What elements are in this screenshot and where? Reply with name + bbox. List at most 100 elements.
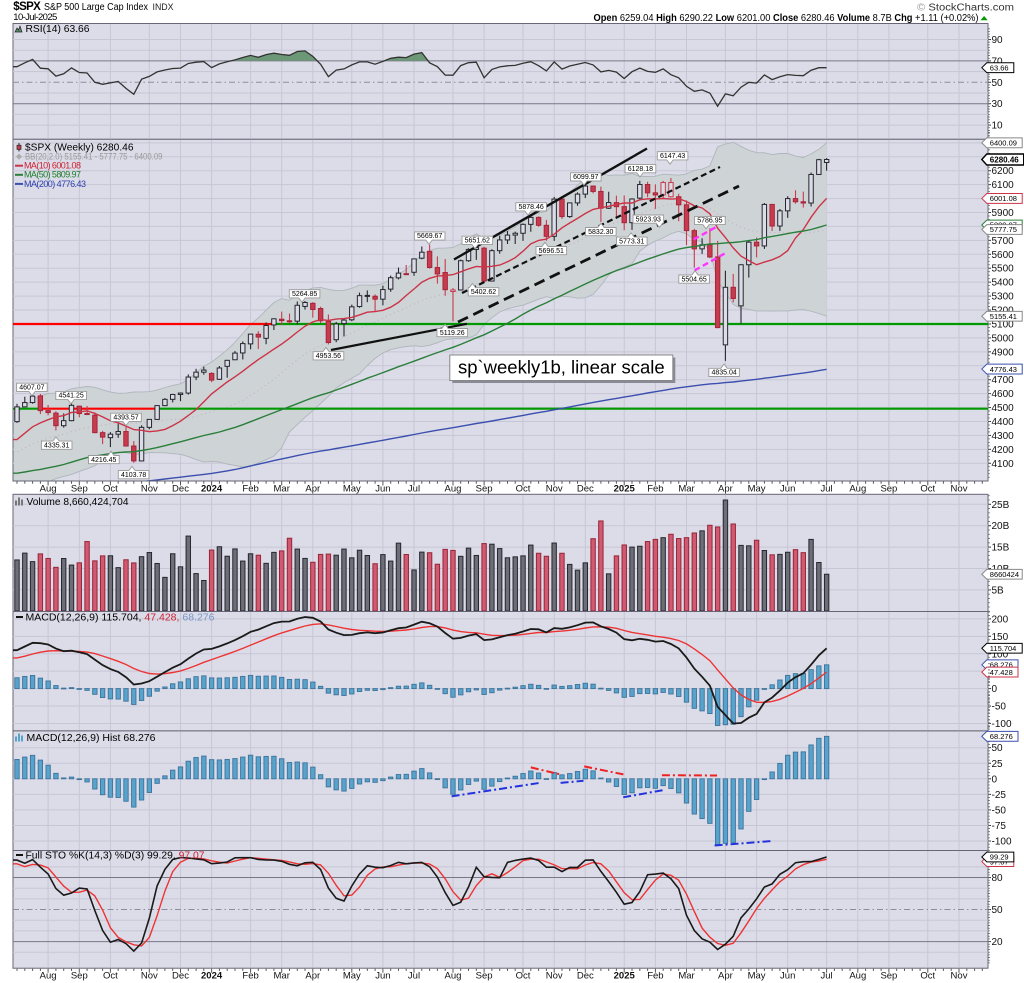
svg-text:Oct: Oct	[103, 971, 118, 982]
svg-text:Oct: Oct	[920, 971, 935, 982]
svg-text:Aug: Aug	[849, 971, 866, 982]
svg-text:Jul: Jul	[408, 971, 420, 982]
svg-text:-100: -100	[992, 837, 1012, 848]
svg-text:6099.97: 6099.97	[573, 174, 598, 181]
svg-text:Open 6259.04 High 6290.22 Low: Open 6259.04 High 6290.22 Low 6201.00 Cl…	[594, 13, 979, 24]
svg-text:5700: 5700	[992, 236, 1015, 247]
svg-text:115.704: 115.704	[990, 644, 1017, 653]
svg-text:5500: 5500	[992, 264, 1015, 275]
svg-text:Mar: Mar	[274, 484, 290, 495]
svg-text:20: 20	[992, 937, 1004, 948]
svg-text:Sep: Sep	[880, 971, 897, 982]
svg-text:6128.18: 6128.18	[628, 166, 653, 173]
svg-text:MACD(12,26,9) 115.704, 47.428,: MACD(12,26,9) 115.704, 47.428, 68.276	[26, 613, 215, 624]
svg-text:25: 25	[992, 759, 1004, 770]
svg-text:5155.41: 5155.41	[990, 312, 1017, 321]
svg-text:Jul: Jul	[821, 971, 833, 982]
svg-text:4103.78: 4103.78	[121, 472, 146, 479]
svg-text:5832.30: 5832.30	[588, 229, 613, 236]
svg-text:5402.62: 5402.62	[471, 289, 496, 296]
svg-text:Oct: Oct	[920, 484, 935, 495]
svg-text:10: 10	[992, 121, 1004, 132]
svg-text:5878.46: 5878.46	[518, 204, 543, 211]
svg-text:5100: 5100	[992, 319, 1015, 330]
svg-text:MA(200) 4776.43: MA(200) 4776.43	[24, 179, 86, 189]
svg-text:4700: 4700	[992, 375, 1015, 386]
svg-text:50: 50	[992, 905, 1004, 916]
svg-text:4953.56: 4953.56	[316, 353, 341, 360]
svg-text:5504.65: 5504.65	[681, 276, 706, 283]
svg-text:4400: 4400	[992, 417, 1015, 428]
svg-text:4835.04: 4835.04	[711, 370, 736, 377]
svg-text:4607.07: 4607.07	[19, 385, 44, 392]
svg-text:10-Jul-2025: 10-Jul-2025	[13, 12, 57, 23]
svg-text:MACD(12,26,9) Hist 68.276: MACD(12,26,9) Hist 68.276	[27, 733, 156, 744]
svg-text:50: 50	[992, 78, 1004, 89]
svg-text:Sep: Sep	[476, 971, 493, 982]
svg-text:4500: 4500	[992, 403, 1015, 414]
svg-text:-25: -25	[992, 790, 1007, 801]
svg-text:4393.57: 4393.57	[113, 415, 138, 422]
svg-text:63.66: 63.66	[990, 63, 1009, 72]
svg-text:70: 70	[992, 56, 1004, 67]
svg-text:6100: 6100	[992, 180, 1015, 191]
svg-text:Aug: Aug	[849, 484, 866, 495]
svg-text:S&P 500 Large Cap Index: S&P 500 Large Cap Index	[44, 2, 148, 13]
svg-text:5651.62: 5651.62	[465, 238, 490, 245]
svg-text:-50: -50	[992, 805, 1007, 816]
svg-text:May: May	[343, 484, 361, 495]
svg-text:Nov: Nov	[141, 971, 158, 982]
svg-text:6400.09: 6400.09	[990, 139, 1017, 148]
svg-text:5300: 5300	[992, 292, 1015, 303]
svg-text:Mar: Mar	[274, 971, 290, 982]
svg-text:4335.31: 4335.31	[44, 442, 69, 449]
svg-text:INDX: INDX	[153, 2, 174, 12]
svg-text:-75: -75	[992, 821, 1007, 832]
svg-text:Feb: Feb	[647, 971, 663, 982]
svg-text:Oct: Oct	[103, 484, 118, 495]
svg-text:5264.85: 5264.85	[292, 291, 317, 298]
svg-text:Feb: Feb	[242, 484, 258, 495]
svg-text:25B: 25B	[992, 500, 1010, 511]
svg-text:Sep: Sep	[71, 971, 88, 982]
svg-text:2025: 2025	[614, 484, 636, 495]
svg-text:5B: 5B	[992, 585, 1005, 596]
svg-text:Dec: Dec	[172, 484, 189, 495]
svg-text:RSI(14) 63.66: RSI(14) 63.66	[26, 24, 90, 35]
svg-text:8660424: 8660424	[990, 570, 1019, 579]
svg-text:5773.31: 5773.31	[619, 238, 644, 245]
svg-text:Full STO %K(14,3) %D(3) 99.29,: Full STO %K(14,3) %D(3) 99.29, 97.07	[26, 851, 205, 862]
svg-text:$SPX: $SPX	[13, 1, 41, 13]
svg-text:Nov: Nov	[951, 971, 968, 982]
svg-text:5777.75: 5777.75	[990, 225, 1017, 234]
svg-text:Nov: Nov	[141, 484, 158, 495]
svg-text:Jun: Jun	[780, 484, 795, 495]
svg-text:Jun: Jun	[780, 971, 795, 982]
svg-text:0: 0	[992, 684, 998, 695]
svg-text:sp`weekly1b, linear scale: sp`weekly1b, linear scale	[458, 357, 665, 378]
svg-text:Jul: Jul	[821, 484, 833, 495]
svg-text:Dec: Dec	[577, 971, 594, 982]
svg-text:5669.67: 5669.67	[417, 233, 442, 240]
svg-text:Mar: Mar	[678, 484, 694, 495]
svg-text:May: May	[343, 971, 361, 982]
svg-text:30: 30	[992, 99, 1004, 110]
svg-text:Jun: Jun	[375, 484, 390, 495]
svg-text:200: 200	[992, 614, 1009, 625]
svg-text:Aug: Aug	[40, 971, 57, 982]
svg-text:80: 80	[992, 873, 1004, 884]
svg-text:Aug: Aug	[40, 484, 57, 495]
svg-text:Jul: Jul	[408, 484, 420, 495]
svg-text:4776.43: 4776.43	[990, 365, 1017, 374]
svg-text:BB(20,2.0) 5155.41 - 5777.75 -: BB(20,2.0) 5155.41 - 5777.75 - 6400.09	[25, 151, 163, 162]
svg-text:6001.08: 6001.08	[990, 194, 1017, 203]
svg-text:Apr: Apr	[718, 484, 733, 495]
svg-text:2025: 2025	[614, 971, 636, 982]
svg-text:4216.45: 4216.45	[91, 457, 116, 464]
svg-text:5600: 5600	[992, 250, 1015, 261]
svg-text:68.276: 68.276	[990, 732, 1013, 741]
svg-text:Jun: Jun	[375, 971, 390, 982]
svg-text:Oct: Oct	[516, 484, 531, 495]
svg-text:2024: 2024	[201, 971, 223, 982]
svg-text:May: May	[748, 484, 766, 495]
